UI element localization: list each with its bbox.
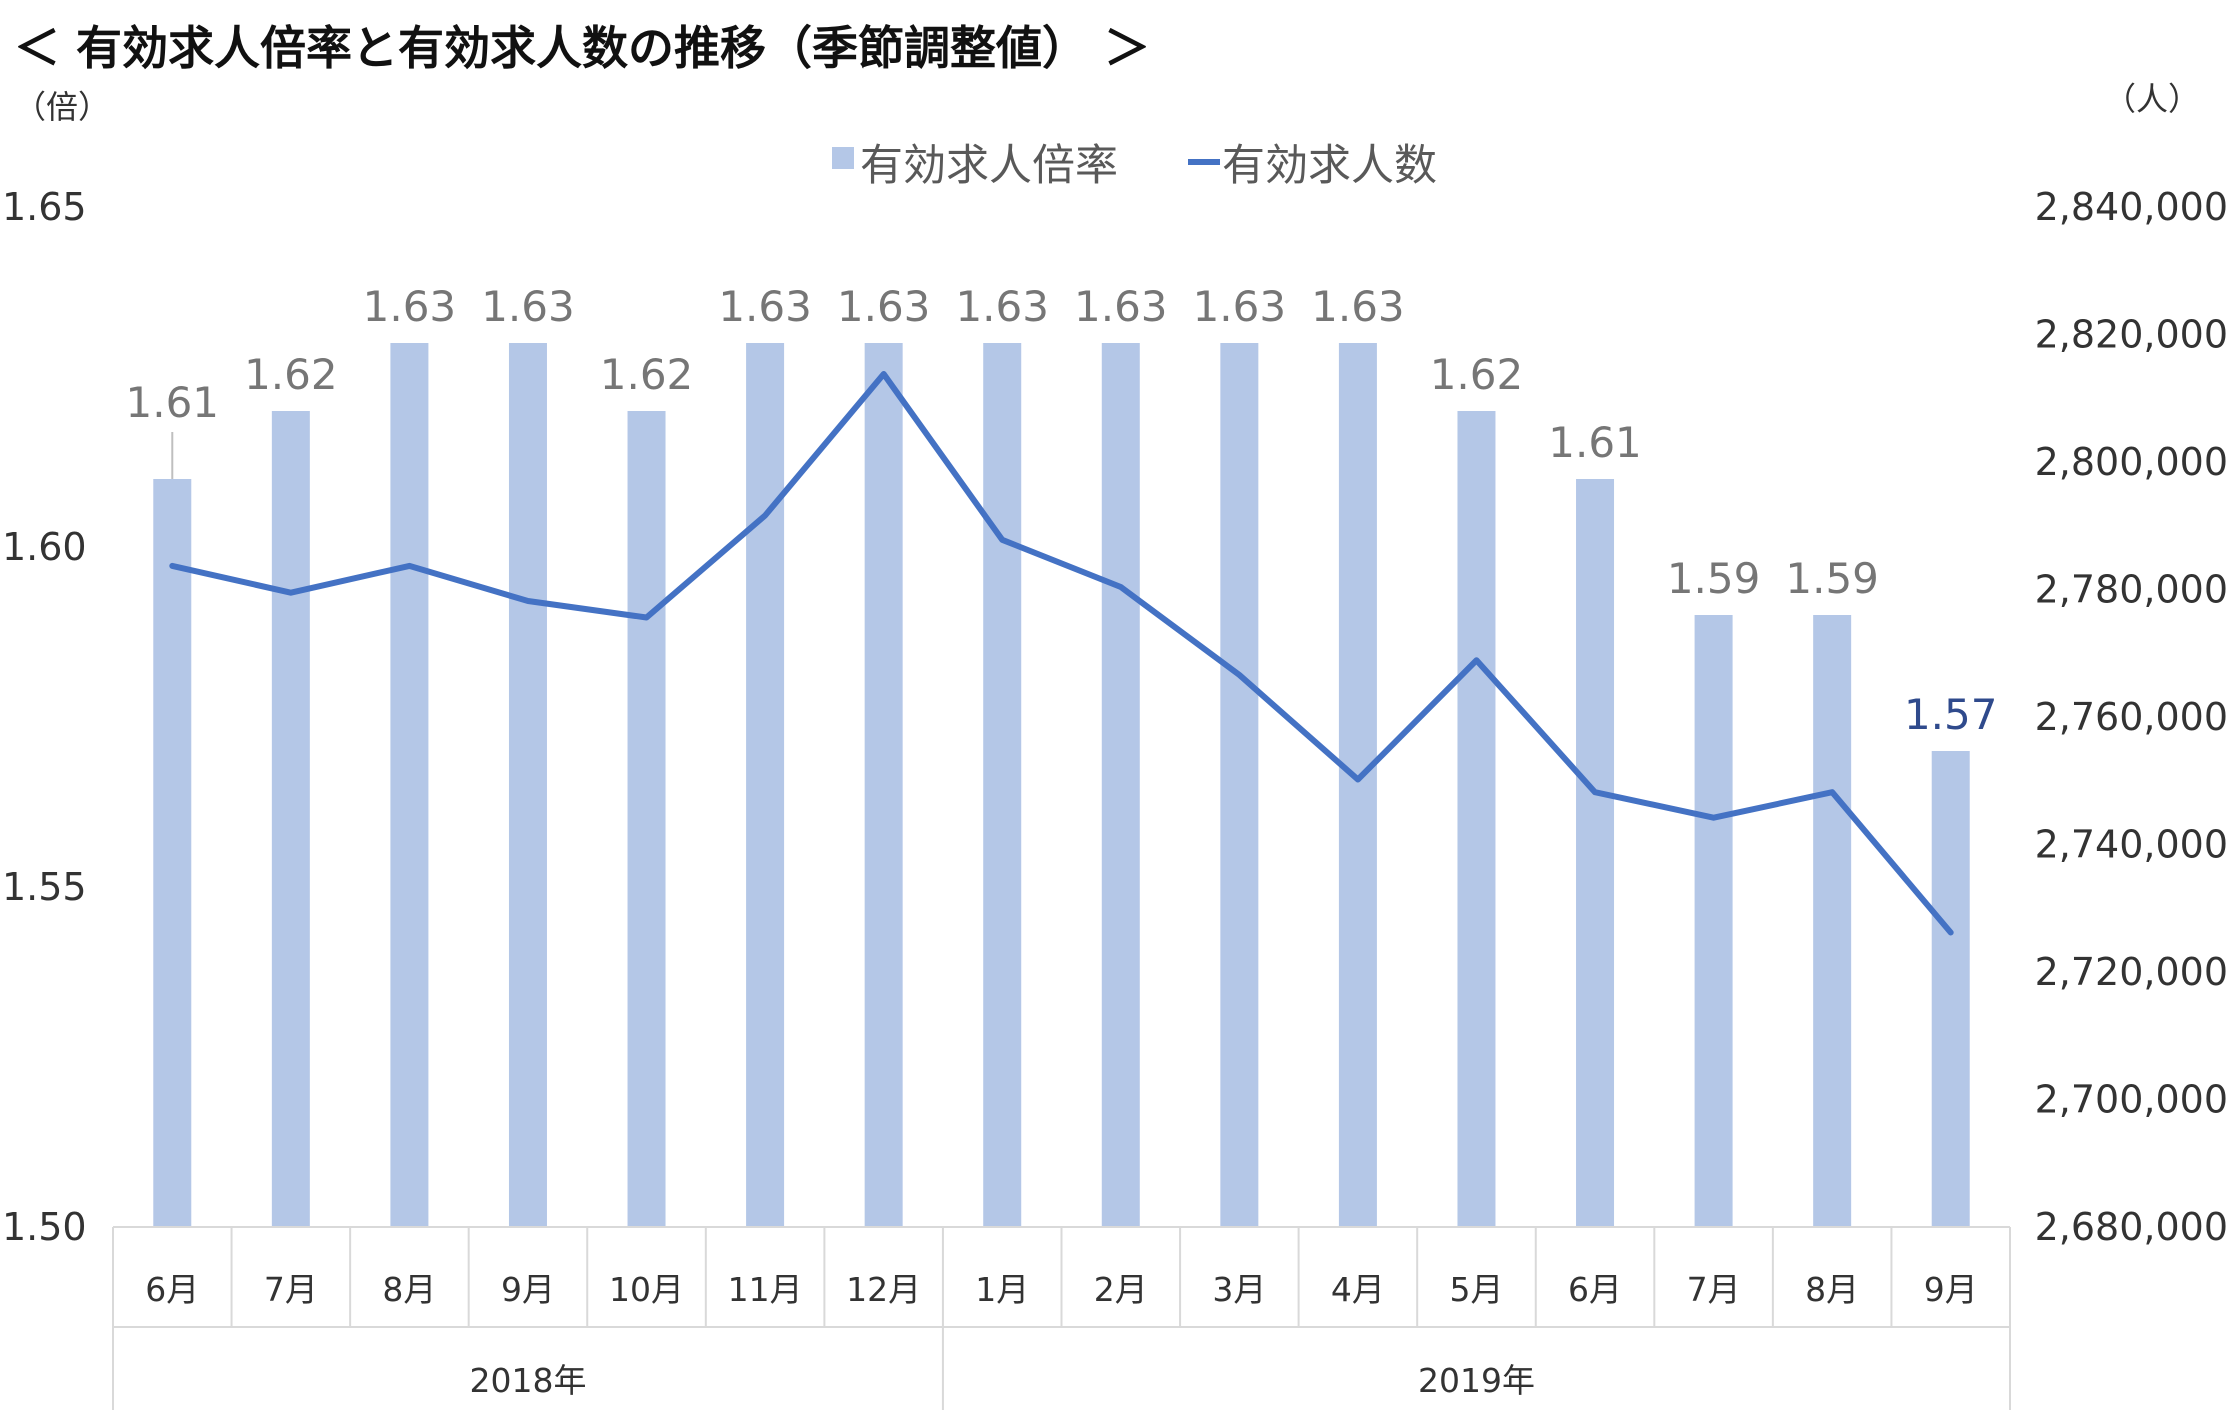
right-tick-label: 2,680,000 (2035, 1205, 2228, 1249)
line-point (289, 591, 292, 594)
line-series (169, 371, 1954, 936)
bar-data-label: 1.63 (1193, 282, 1287, 331)
bar (746, 343, 785, 1227)
category-label: 3月 (1212, 1270, 1266, 1309)
left-tick-label: 1.50 (2, 1205, 87, 1249)
bar-data-label: 1.61 (1548, 418, 1642, 467)
bar (1931, 751, 1970, 1227)
category-label: 7月 (1687, 1270, 1741, 1309)
bar-data-label: 1.62 (244, 350, 338, 399)
legend-bar-swatch (832, 147, 854, 169)
right-axis: 2,840,000 2,820,000 2,800,000 2,780,000 2,76… (2035, 185, 2228, 1249)
bar (1813, 615, 1852, 1227)
bar (390, 343, 429, 1227)
bar-data-label: 1.63 (481, 282, 575, 331)
bar-data-label: 1.63 (837, 282, 931, 331)
left-axis-unit: （倍） (14, 88, 110, 126)
line-point (1594, 791, 1597, 794)
year-group-label: 2018年 (469, 1361, 586, 1400)
right-tick-label: 2,800,000 (2035, 440, 2228, 484)
bar-data-label: 1.63 (363, 282, 457, 331)
bar (1694, 615, 1733, 1227)
right-tick-label: 2,780,000 (2035, 568, 2228, 612)
right-axis-unit: （人） (2104, 80, 2200, 118)
left-tick-label: 1.60 (2, 525, 87, 569)
category-label: 4月 (1331, 1270, 1385, 1309)
bar-data-label: 1.63 (1311, 282, 1405, 331)
line-point (882, 373, 885, 376)
bar-data-label: 1.62 (600, 350, 694, 399)
right-tick-label: 2,740,000 (2035, 823, 2228, 867)
bar-data-label: 1.63 (1074, 282, 1168, 331)
category-label: 11月 (728, 1270, 803, 1309)
line-point (526, 599, 529, 602)
category-label: 9月 (1924, 1270, 1978, 1309)
bar (271, 411, 310, 1227)
bar-series (153, 343, 1970, 1227)
bar-data-label: 1.63 (955, 282, 1049, 331)
bar-data-label: 1.57 (1904, 690, 1998, 739)
line-point (764, 514, 767, 517)
line-point (408, 564, 411, 567)
right-tick-label: 2,820,000 (2035, 313, 2228, 357)
right-tick-label: 2,700,000 (2035, 1078, 2228, 1122)
line-point (1119, 585, 1122, 588)
bar-data-label: 1.62 (1430, 350, 1524, 399)
category-label: 5月 (1449, 1270, 1503, 1309)
right-tick-label: 2,720,000 (2035, 950, 2228, 994)
line-point (1949, 931, 1952, 934)
bar-data-label: 1.61 (126, 378, 220, 427)
legend-line-label: 有効求人数 (1222, 141, 1437, 191)
category-label: 9月 (501, 1270, 555, 1309)
bar (153, 479, 192, 1227)
category-label: 8月 (1805, 1270, 1859, 1309)
line-point (1831, 791, 1834, 794)
category-label: 2月 (1094, 1270, 1148, 1309)
legend: 有効求人倍率 有効求人数 (832, 141, 1437, 191)
line-point (171, 564, 174, 567)
left-tick-label: 1.55 (2, 865, 87, 909)
bar (864, 343, 903, 1227)
line-point (1712, 816, 1715, 819)
line-point (645, 616, 648, 619)
bar (983, 343, 1022, 1227)
bar (1338, 343, 1377, 1227)
legend-bar-label: 有効求人倍率 (860, 141, 1118, 191)
category-label: 10月 (609, 1270, 684, 1309)
right-tick-label: 2,760,000 (2035, 695, 2228, 739)
line-point (1238, 673, 1241, 676)
category-label: 7月 (264, 1270, 318, 1309)
category-label: 1月 (975, 1270, 1029, 1309)
bar-data-label: 1.59 (1785, 554, 1879, 603)
bar (1220, 343, 1259, 1227)
bar-data-label: 1.63 (718, 282, 812, 331)
bar (1457, 411, 1496, 1227)
data-labels: 1.61 1.62 1.63 1.63 1.62 1.63 1.63 1.63 1.63 1.63… (126, 282, 1998, 739)
category-label: 12月 (846, 1270, 921, 1309)
line-path (169, 371, 1954, 936)
line-point (1001, 538, 1004, 541)
category-table: 6月 7月 8月 9月 10月 11月 12月 1月 2月 3月 4月 5月 6月 7月 8月 9月 2018年… (112, 1226, 2011, 1410)
category-label: 6月 (1568, 1270, 1622, 1309)
left-axis: 1.65 1.60 1.55 1.50 (2, 185, 87, 1249)
right-tick-label: 2,840,000 (2035, 185, 2228, 229)
category-label: 6月 (145, 1270, 199, 1309)
line-point (1356, 778, 1359, 781)
bar (1101, 343, 1140, 1227)
bar (627, 411, 666, 1227)
bar (508, 343, 547, 1227)
year-group-label: 2019年 (1418, 1361, 1535, 1400)
bar (1576, 479, 1615, 1227)
bar-data-label: 1.59 (1667, 554, 1761, 603)
category-label: 8月 (382, 1270, 436, 1309)
line-point (1475, 659, 1478, 662)
left-tick-label: 1.65 (2, 185, 87, 229)
chart-title: ＜ 有効求人倍率と有効求人数の推移（季節調整値） ＞ (14, 21, 1150, 75)
